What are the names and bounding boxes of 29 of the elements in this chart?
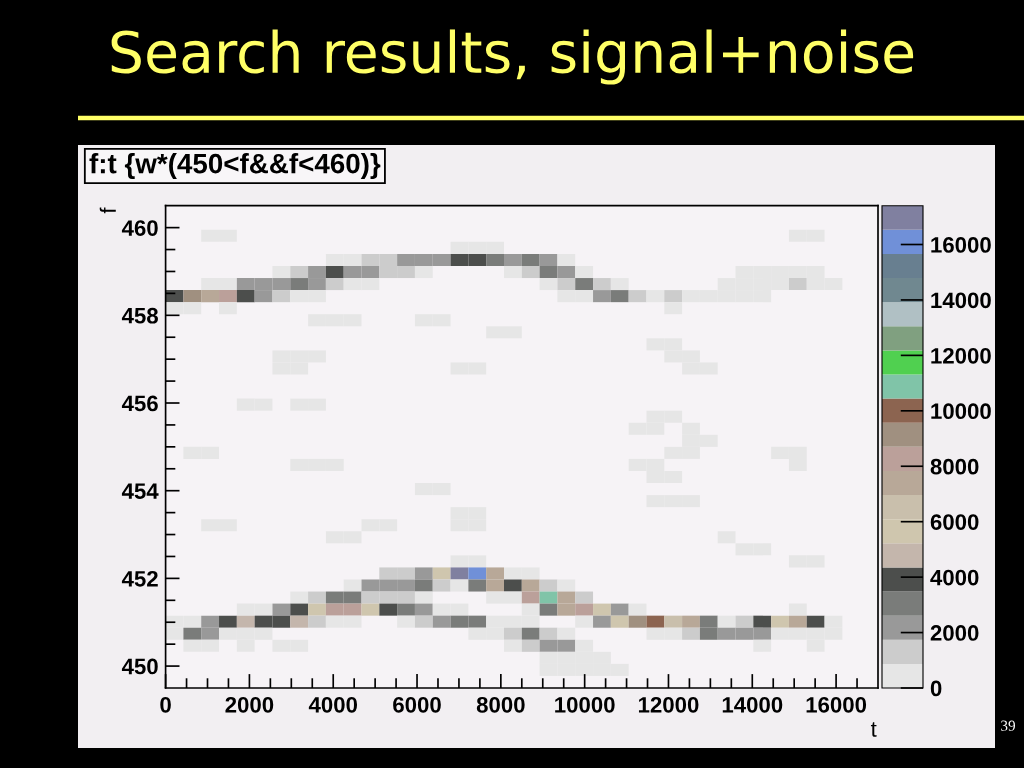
y-tick-label: 456 (121, 395, 158, 412)
color-bar-label: 6000 (930, 514, 979, 530)
x-tick-label: 12000 (638, 696, 699, 713)
chart-title: Search results, signal+noise (111, 29, 914, 85)
y-tick-label: 450 (121, 658, 158, 675)
color-bar-label: 12000 (931, 347, 991, 364)
y-axis-title: f (99, 207, 116, 214)
x-tick-label: 10000 (555, 696, 615, 713)
x-tick-label: 8000 (476, 696, 525, 713)
x-tick-label: 2000 (225, 696, 274, 713)
color-bar-label: 14000 (931, 292, 991, 309)
y-tick-label: 460 (121, 220, 158, 236)
x-tick-label: 4000 (308, 696, 358, 713)
color-bar-label: 16000 (931, 237, 991, 253)
color-bar-label: 10000 (931, 403, 991, 420)
color-bar-label: 0 (930, 680, 942, 697)
x-tick-label: 6000 (393, 696, 441, 713)
y-tick-label: 454 (121, 483, 159, 499)
color-bar-label: 4000 (930, 569, 979, 586)
x-axis-title: t (870, 722, 877, 737)
y-tick-label: 458 (121, 307, 158, 324)
x-tick-label: 0 (160, 696, 171, 713)
y-tick-label: 452 (121, 570, 158, 587)
x-tick-label: 14000 (722, 696, 783, 713)
text: 39 (1001, 720, 1016, 731)
color-bar-label: 2000 (930, 625, 979, 641)
color-bar-label: 8000 (930, 458, 979, 475)
chart-subtitle: f:t {w*(450<f&&f<460)} (89, 153, 381, 179)
x-tick-label: 16000 (806, 696, 867, 713)
